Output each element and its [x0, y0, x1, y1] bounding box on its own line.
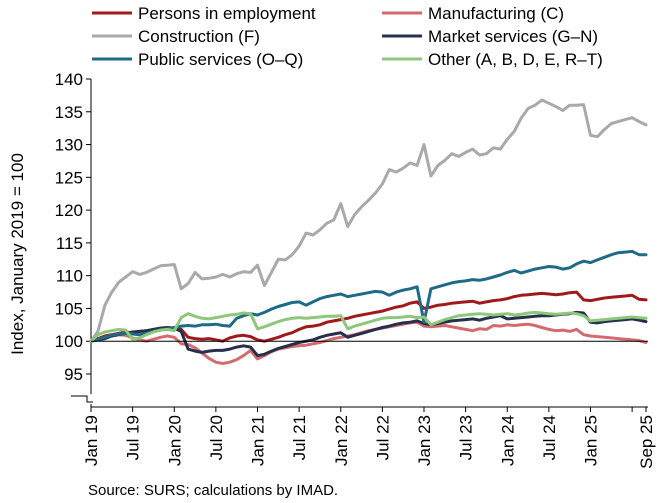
x-tick-label: Jul 22	[373, 415, 392, 460]
y-tick-label: 100	[55, 332, 83, 351]
legend-label: Manufacturing (C)	[428, 4, 564, 23]
y-axis-break	[71, 395, 93, 403]
y-axis-title: Index, January 2019 = 100	[8, 153, 27, 355]
x-tick-label: Jan 20	[165, 415, 184, 466]
x-tick-label: Jul 20	[207, 415, 226, 460]
y-tick-label: 115	[56, 234, 83, 253]
x-tick-label: Jan 23	[415, 415, 434, 466]
source-note: Source: SURS; calculations by IMAD.	[88, 482, 338, 499]
series-line	[89, 98, 648, 343]
x-tick-label: Jul 23	[457, 415, 476, 460]
legend-label: Other (A, B, D, E, R–T)	[428, 50, 603, 69]
legend-label: Public services (O–Q)	[138, 50, 303, 69]
x-tick-label: Jan 19	[82, 415, 101, 466]
y-tick-label: 125	[55, 168, 83, 187]
x-tick-label: Jan 25	[582, 415, 601, 466]
x-tick-label: Sep 25	[637, 415, 656, 469]
series-line	[89, 310, 648, 358]
axes: 95 100 105 110 115 120 125 130 135 140 Jan 19 Jul 1…	[55, 70, 656, 469]
legend-label: Construction (F)	[138, 27, 260, 46]
y-tick-label: 120	[55, 201, 83, 220]
y-tick-label: 105	[55, 299, 83, 318]
x-tick-label: Jul 24	[540, 415, 559, 460]
legend: Persons in employment Manufacturing (C) Co…	[92, 4, 603, 69]
y-tick-label: 140	[55, 70, 83, 89]
x-tick-label: Jan 21	[249, 415, 268, 466]
series-group	[89, 98, 648, 365]
x-tick-label: Jan 24	[498, 415, 517, 466]
y-tick-label: 110	[56, 267, 83, 286]
series-line	[89, 290, 648, 343]
x-tick-label: Jul 21	[290, 415, 309, 460]
y-tick-label: 135	[55, 103, 83, 122]
x-tick-label: Jan 22	[332, 415, 351, 466]
y-tick-label: 130	[55, 136, 83, 155]
legend-label: Persons in employment	[138, 4, 316, 23]
y-tick-label: 95	[64, 365, 83, 384]
series-line	[89, 249, 648, 343]
series-line	[89, 310, 648, 343]
x-tick-label: Jul 19	[124, 415, 143, 460]
legend-label: Market services (G–N)	[428, 27, 598, 46]
